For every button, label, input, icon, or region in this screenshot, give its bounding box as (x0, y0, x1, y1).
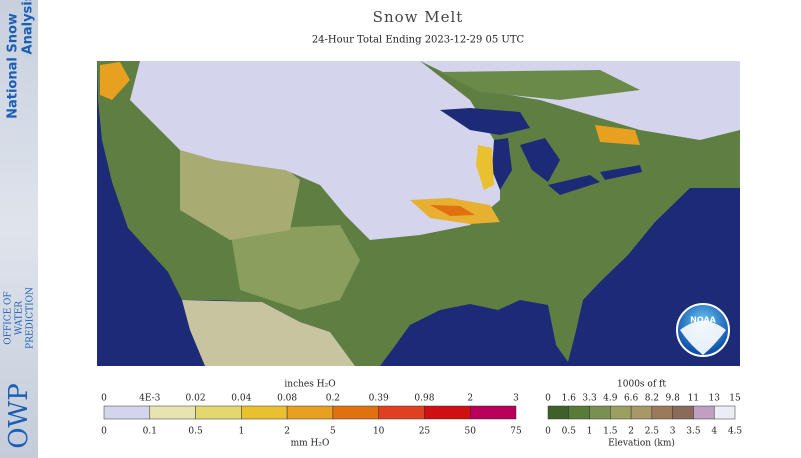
legend-swatch (195, 405, 242, 420)
legend-label: 4 (711, 427, 717, 437)
legend-unit: inches H₂O (284, 380, 335, 390)
product-name: Analysis (21, 0, 36, 54)
legend-label: 8.2 (645, 394, 659, 404)
legend-swatch (693, 405, 715, 420)
legend-swatch (469, 405, 517, 420)
legend-label: 11 (688, 394, 699, 404)
legend-label: 2 (467, 394, 473, 404)
legend-label: 3 (670, 427, 676, 437)
legend-swatch (332, 405, 379, 420)
legend-swatch (568, 405, 590, 420)
legend-label: 50 (464, 427, 476, 437)
org-name: PREDICTION (26, 287, 36, 349)
legend-swatch (547, 405, 570, 420)
legend-label: 0.02 (186, 394, 206, 404)
title: Snow Melt (373, 8, 464, 26)
product-name: National Snow (6, 13, 21, 119)
legend-label: 75 (510, 427, 522, 437)
legend-swatch (713, 405, 736, 420)
legend-label: 0.2 (326, 394, 340, 404)
legend-label: 0.39 (369, 394, 389, 404)
legend-unit: mm H₂O (291, 439, 330, 449)
legend-label: 0.98 (414, 394, 434, 404)
legend-label: 0.5 (562, 427, 577, 437)
noaa-text: NOAA (690, 316, 716, 325)
legend-label: 2.5 (645, 427, 660, 437)
legend-swatch (103, 405, 151, 420)
legend-label: 0 (101, 394, 107, 404)
legend-swatch (286, 405, 334, 420)
legend-label: 1 (587, 427, 593, 437)
org-name: OFFICE OF (4, 291, 14, 344)
legend-label: 15 (729, 394, 741, 404)
legend-label: 13 (708, 394, 720, 404)
legend-label: 6.6 (624, 394, 639, 404)
legend-label: 3 (513, 394, 519, 404)
noaa-bird (680, 321, 726, 355)
legend-unit: Elevation (km) (608, 438, 675, 449)
legend-label: 0 (545, 427, 551, 437)
legend-label: 4.5 (728, 427, 743, 437)
legend-label: 9.8 (666, 394, 681, 404)
legend-label: 0.1 (143, 427, 157, 437)
legend-swatch (424, 405, 471, 420)
legend-label: 5 (330, 427, 336, 437)
legend-label: 4E-3 (139, 394, 161, 404)
legend-label: 2 (284, 427, 290, 437)
sidebar-text: National Snow Analysis OWP OFFICE OF WAT… (4, 0, 36, 449)
legend-swatch (610, 405, 632, 420)
subtitle: 24-Hour Total Ending 2023-12-29 05 UTC (312, 35, 525, 46)
legend-label: 3.5 (686, 427, 701, 437)
legend-label: 2 (628, 427, 634, 437)
legend-label: 4.9 (603, 394, 618, 404)
legend-label: 10 (373, 427, 385, 437)
legend-label: 0.08 (277, 394, 297, 404)
legend-swatch (651, 405, 673, 420)
legend-label: 0 (101, 427, 107, 437)
legend-swatch (672, 405, 694, 420)
sidebar (0, 0, 38, 458)
legend-label: 3.3 (582, 394, 597, 404)
org-abbr: OWP (4, 383, 34, 449)
org-name: WATER (15, 301, 25, 335)
map (97, 61, 740, 366)
legend-swatch (149, 405, 196, 420)
legend-label: 1.5 (603, 427, 618, 437)
legend-label: 25 (419, 427, 431, 437)
legend-swatch (630, 405, 653, 420)
legend-swatch (589, 405, 611, 420)
legend-swatch (241, 405, 288, 420)
legend-label: 1 (238, 427, 244, 437)
legends: inches H₂O mm H₂O 0 4E-3 0.02 0.04 0.08 0.2 0.39… (101, 380, 742, 449)
legend-swatch (378, 405, 425, 420)
legend-unit: 1000s of ft (617, 380, 666, 390)
legend-label: 0.5 (188, 427, 203, 437)
legend-label: 0.04 (231, 394, 251, 404)
legend-label: 1.6 (562, 394, 577, 404)
legend-label: 0 (545, 394, 551, 404)
